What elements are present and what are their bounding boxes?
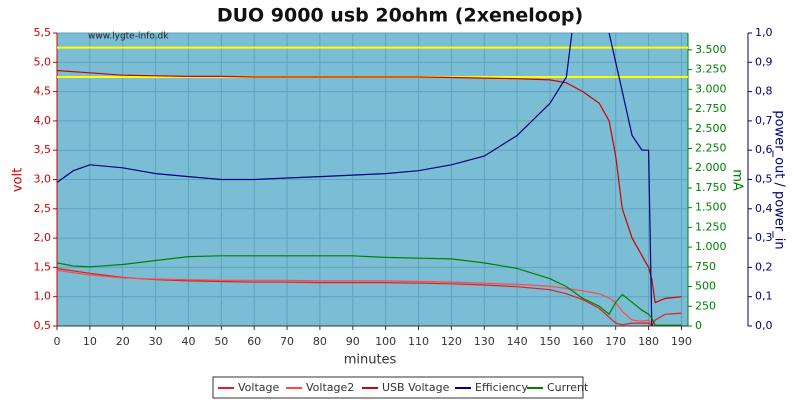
y2-tick-label: 2.750 — [695, 102, 727, 115]
x-tick-label: 10 — [83, 335, 97, 348]
y2-tick-label: 500 — [695, 280, 716, 293]
x-tick-label: 80 — [313, 335, 327, 348]
y3-tick-label: 0,0 — [755, 319, 773, 332]
x-tick-label: 130 — [474, 335, 495, 348]
x-axis-title: minutes — [344, 353, 397, 368]
series-line — [57, 268, 682, 326]
x-tick-label: 20 — [116, 335, 130, 348]
y2-tick-label: 1.000 — [695, 240, 727, 253]
y2-tick-label: 750 — [695, 260, 716, 273]
x-tick-label: 60 — [247, 335, 261, 348]
x-tick-label: 180 — [638, 335, 659, 348]
y-tick-label: 0,5 — [34, 319, 52, 332]
x-tick-label: 90 — [346, 335, 360, 348]
y-tick-label: 2,0 — [34, 231, 52, 244]
x-tick-label: 170 — [605, 335, 626, 348]
y3-tick-label: 0,9 — [755, 55, 773, 68]
series-line — [57, 69, 682, 304]
legend-label: Current — [547, 381, 589, 394]
y2-tick-label: 1.750 — [695, 181, 727, 194]
y2-tick-label: 250 — [695, 299, 716, 312]
y3-axis-title: power_out / power_in — [772, 110, 787, 249]
y2-tick-label: 2.250 — [695, 141, 727, 154]
y3-tick-label: 0,4 — [755, 202, 773, 215]
y2-tick-label: 1.500 — [695, 201, 727, 214]
x-tick-label: 150 — [539, 335, 560, 348]
chart-title: DUO 9000 usb 20ohm (2xeneloop) — [217, 5, 583, 27]
y-tick-label: 2,5 — [34, 202, 52, 215]
y2-tick-label: 3.250 — [695, 63, 727, 76]
x-tick-label: 40 — [181, 335, 195, 348]
y3-tick-label: 0,7 — [755, 114, 773, 127]
y3-tick-label: 0,5 — [755, 173, 773, 186]
legend-label: Voltage — [238, 381, 279, 394]
y3-tick-label: 0,1 — [755, 290, 773, 303]
y2-tick-label: 1.250 — [695, 220, 727, 233]
series-line — [57, 33, 653, 326]
y-tick-label: 4,0 — [34, 114, 52, 127]
legend-label: USB Voltage — [382, 381, 450, 394]
legend-label: Voltage2 — [306, 381, 354, 394]
y2-tick-label: 2.500 — [695, 122, 727, 135]
legend-box — [212, 376, 584, 399]
series-line — [57, 269, 653, 326]
y3-tick-label: 0,3 — [755, 231, 773, 244]
y2-tick-label: 3.500 — [695, 43, 727, 56]
x-tick-label: 70 — [280, 335, 294, 348]
y-tick-label: 1,0 — [34, 290, 52, 303]
y-axis-title: volt — [11, 168, 26, 192]
y-tick-label: 3,0 — [34, 173, 52, 186]
y3-tick-label: 0,2 — [755, 260, 773, 273]
x-tick-label: 0 — [54, 335, 61, 348]
x-tick-label: 140 — [507, 335, 528, 348]
plot-area — [57, 33, 688, 326]
y-tick-label: 1,5 — [34, 260, 52, 273]
x-tick-label: 110 — [408, 335, 429, 348]
y3-tick-label: 0,6 — [755, 143, 773, 156]
y-tick-label: 3,5 — [34, 143, 52, 156]
x-tick-label: 30 — [149, 335, 163, 348]
series-line — [57, 255, 682, 326]
y3-tick-label: 0,8 — [755, 85, 773, 98]
y2-tick-label: 0 — [695, 319, 702, 332]
y2-tick-label: 3.000 — [695, 82, 727, 95]
y-tick-label: 5,5 — [34, 26, 52, 39]
x-tick-label: 160 — [572, 335, 593, 348]
y2-tick-label: 2.000 — [695, 161, 727, 174]
x-tick-label: 100 — [375, 335, 396, 348]
y3-tick-label: 1,0 — [755, 26, 773, 39]
x-tick-label: 190 — [671, 335, 692, 348]
y-tick-label: 4,5 — [34, 85, 52, 98]
y-tick-label: 5,0 — [34, 55, 52, 68]
watermark: www.lygte-info.dk — [88, 32, 169, 42]
y2-axis-title: mA — [730, 169, 745, 191]
legend-label: Efficiency — [475, 381, 528, 394]
x-tick-label: 50 — [214, 335, 228, 348]
x-tick-label: 120 — [441, 335, 462, 348]
